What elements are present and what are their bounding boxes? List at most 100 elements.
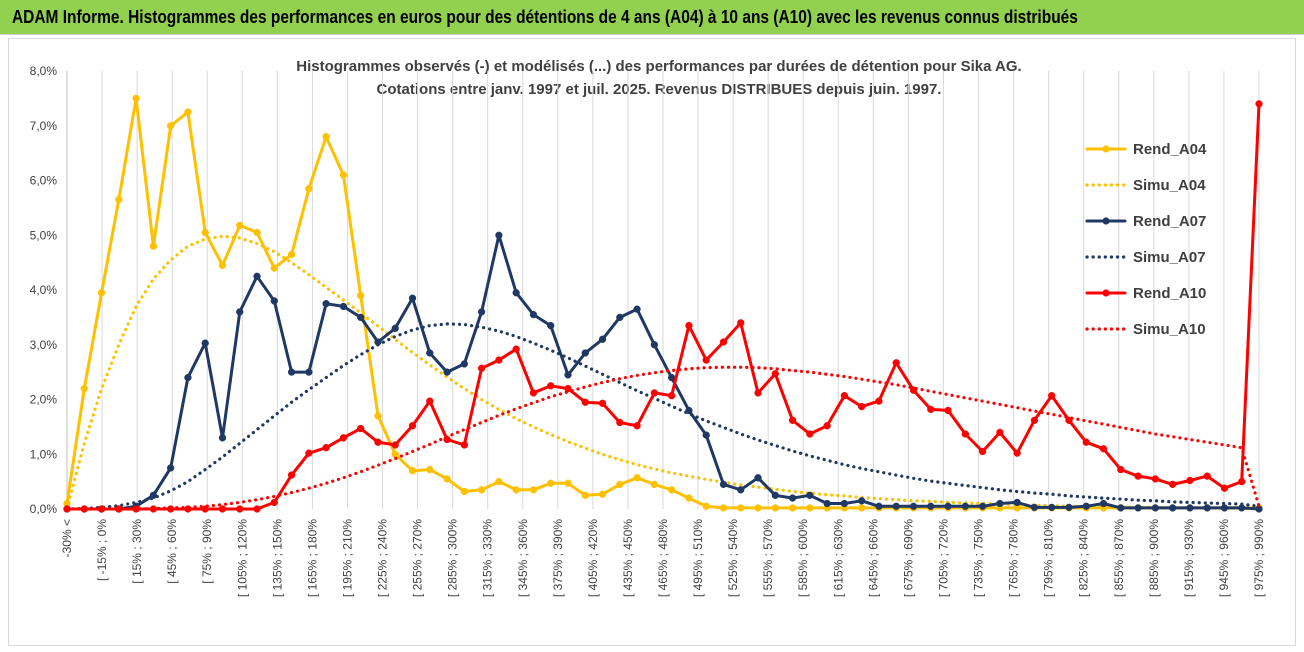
data-point [1013, 498, 1021, 507]
data-point [771, 370, 779, 378]
data-point [737, 319, 745, 327]
data-point [858, 497, 866, 505]
data-point [1220, 504, 1229, 512]
data-point [806, 504, 814, 512]
data-point [875, 397, 883, 405]
data-point [408, 294, 417, 302]
x-tick-label: [ 495% ; 510% [691, 519, 705, 597]
x-tick-label: [ 705% ; 720% [936, 519, 950, 597]
data-point [840, 499, 849, 508]
series-line-simu-a04 [65, 234, 1261, 511]
data-point [1151, 504, 1159, 512]
x-tick-label: [ 645% ; 660% [866, 519, 880, 597]
data-point [667, 486, 676, 494]
data-point [788, 416, 797, 424]
series-line-simu-a07 [65, 322, 1261, 511]
data-point [1255, 100, 1263, 108]
y-tick-label: 8,0% [30, 64, 58, 78]
data-point [1030, 503, 1039, 512]
data-point [1168, 480, 1177, 489]
data-point [339, 434, 348, 442]
data-point [305, 368, 313, 376]
data-point [788, 494, 797, 502]
x-tick-label: [ 585% ; 600% [796, 519, 810, 597]
data-point [909, 502, 918, 510]
data-point [149, 242, 158, 250]
data-point [581, 349, 589, 357]
x-tick-label: [ 165% ; 180% [305, 519, 319, 597]
data-point [547, 382, 555, 390]
data-point [702, 502, 710, 510]
data-point [218, 505, 227, 513]
data-point [1186, 476, 1194, 485]
data-point [1013, 449, 1021, 457]
legend-label-rend-a10: Rend_A10 [1133, 285, 1206, 302]
data-point [184, 373, 192, 382]
data-point [754, 474, 762, 482]
data-point [287, 471, 296, 479]
data-point [408, 467, 417, 475]
data-point [1203, 472, 1211, 480]
x-tick-label: [ 675% ; 690% [901, 519, 915, 597]
data-point [357, 424, 365, 433]
data-point [287, 368, 296, 376]
data-point [737, 486, 745, 494]
data-point [633, 305, 641, 313]
data-point [927, 502, 935, 510]
data-point [823, 422, 831, 430]
data-point [132, 94, 140, 103]
data-point [201, 339, 209, 347]
data-point [426, 349, 434, 357]
data-point [564, 479, 572, 487]
x-tick-label: [ 405% ; 420% [586, 519, 600, 597]
data-point [1203, 504, 1211, 512]
x-tick-label: [ 885% ; 900% [1147, 519, 1161, 597]
x-tick-label: [ 945% ; 960% [1217, 519, 1231, 597]
data-point [512, 486, 520, 494]
data-point [719, 480, 728, 489]
data-point [978, 447, 987, 456]
data-point [1030, 416, 1039, 424]
x-tick-label: [ 825% ; 840% [1077, 519, 1091, 597]
data-point [236, 308, 244, 316]
data-point [633, 422, 641, 430]
data-point [270, 498, 278, 507]
data-point [253, 505, 261, 513]
data-point [547, 479, 555, 487]
legend-marker [1102, 145, 1110, 153]
x-tick-label: [ 375% ; 390% [551, 519, 565, 597]
data-point [1082, 502, 1090, 510]
data-point [771, 491, 779, 499]
data-point [564, 371, 572, 379]
x-tick-label: [ 255% ; 270% [411, 519, 425, 597]
data-point [892, 502, 900, 510]
data-point [685, 321, 693, 330]
data-point [858, 402, 866, 411]
data-point [529, 389, 538, 397]
data-point [961, 430, 969, 438]
data-point [685, 494, 693, 502]
data-point [996, 499, 1004, 508]
data-point [253, 272, 261, 280]
chart-title-line2: Cotations entre janv. 1997 et juil. 2025… [377, 81, 942, 98]
data-point [564, 384, 572, 393]
data-point [443, 475, 451, 483]
data-point [1220, 484, 1229, 492]
legend-marker [1102, 217, 1110, 225]
data-point [236, 221, 244, 230]
data-point [650, 480, 659, 489]
data-point [477, 364, 486, 372]
data-point [305, 449, 313, 457]
data-point [927, 405, 935, 414]
data-point [374, 412, 382, 420]
data-point [97, 289, 106, 297]
legend-label-rend-a04: Rend_A04 [1133, 141, 1207, 158]
data-point [80, 384, 88, 393]
data-point [339, 171, 348, 179]
data-point [218, 434, 227, 442]
data-point [495, 231, 503, 239]
report-banner: ADAM Informe. Histogrammes des performan… [0, 0, 1304, 35]
data-point [581, 491, 589, 499]
y-tick-label: 1,0% [30, 447, 58, 461]
data-point [270, 297, 278, 305]
